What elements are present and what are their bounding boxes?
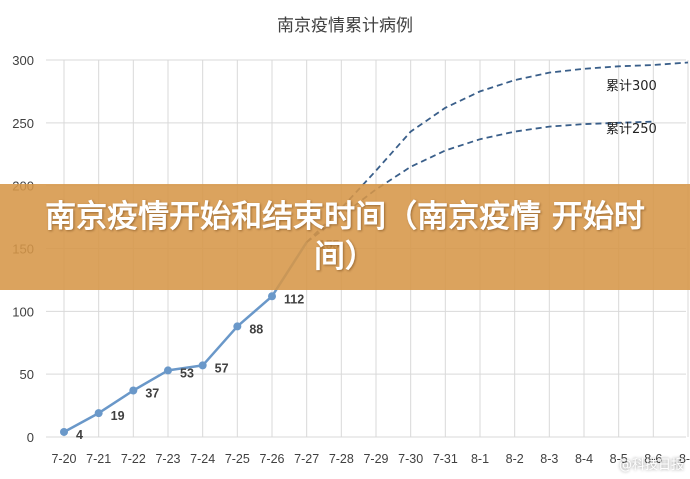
data-point <box>198 361 207 370</box>
banner-text: 南京疫情开始和结束时间（南京疫情 开始时间） <box>45 199 645 275</box>
title-banner: 南京疫情开始和结束时间（南京疫情 开始时间） <box>0 184 690 290</box>
x-tick-label: 8-2 <box>506 452 524 466</box>
x-tick-label: 8-1 <box>471 452 489 466</box>
data-point <box>94 409 103 418</box>
x-tick-label: 7-24 <box>190 452 215 466</box>
series-name-label: 累计250 <box>606 122 657 137</box>
x-tick-label: 8-3 <box>540 452 558 466</box>
data-label: 19 <box>111 409 125 423</box>
data-point <box>129 386 138 395</box>
x-tick-label: 7-26 <box>259 452 284 466</box>
x-tick-label: 7-25 <box>225 452 250 466</box>
x-tick-label: 7-29 <box>363 452 388 466</box>
x-tick-label: 7-22 <box>121 452 146 466</box>
y-tick-label: 250 <box>12 116 34 131</box>
data-label: 37 <box>145 387 159 401</box>
data-point <box>233 322 242 331</box>
x-tick-label: 8-4 <box>575 452 593 466</box>
y-tick-label: 0 <box>27 430 34 445</box>
data-point <box>60 427 68 436</box>
data-point <box>268 292 276 301</box>
x-tick-label: 8-7 <box>679 452 690 466</box>
data-label: 57 <box>215 361 229 375</box>
x-axis: 7-20 7-21 7-22 7-23 7-24 7-25 7-26 7-27 7-28 7-29… <box>51 452 690 466</box>
x-tick-label: 7-23 <box>155 452 180 466</box>
data-point <box>164 366 172 375</box>
y-tick-label: 300 <box>12 53 34 68</box>
x-tick-label: 7-30 <box>398 452 423 466</box>
data-label: 4 <box>76 428 83 442</box>
x-tick-label: 7-27 <box>294 452 319 466</box>
data-label: 88 <box>249 322 263 336</box>
data-label: 53 <box>180 366 194 380</box>
x-tick-label: 7-28 <box>329 452 354 466</box>
series-name-label: 累计300 <box>606 79 657 94</box>
y-tick-label: 50 <box>20 367 34 382</box>
series-line-actual <box>63 241 308 434</box>
watermark: @科技日报 <box>618 458 684 473</box>
series-line-projection-1 <box>306 61 689 243</box>
x-tick-label: 7-20 <box>51 452 76 466</box>
data-labels: 41937535788112155累计300累计250 <box>76 79 657 442</box>
x-tick-label: 8-5 <box>610 452 628 466</box>
chart-title: 南京疫情累计病例 <box>277 16 413 36</box>
x-tick-label: 7-31 <box>433 452 458 466</box>
y-tick-label: 100 <box>12 304 34 319</box>
x-tick-label: 8-6 <box>644 452 662 466</box>
x-tick-label: 7-21 <box>86 452 111 466</box>
data-label: 112 <box>284 292 304 306</box>
